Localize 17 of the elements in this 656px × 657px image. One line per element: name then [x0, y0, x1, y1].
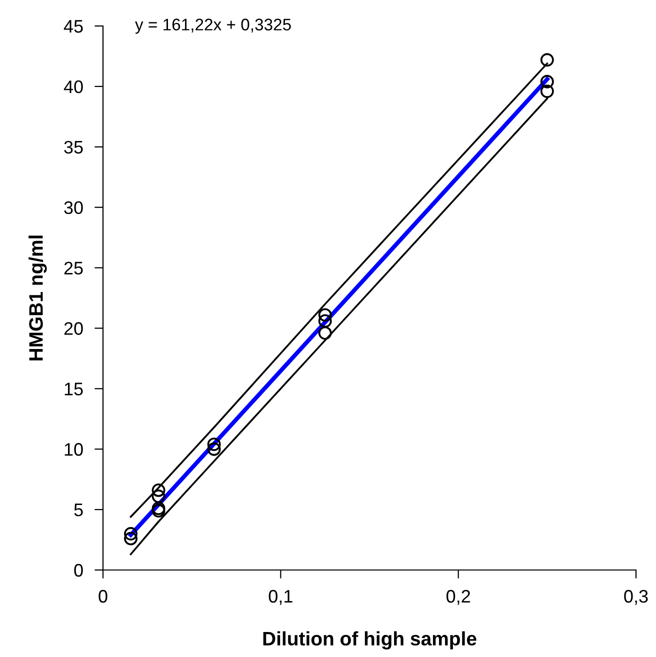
y-tick-label: 30 [64, 201, 83, 214]
x-tick-label: 0,1 [268, 590, 292, 605]
x-tick-label: 0 [98, 590, 108, 603]
y-tick-label: 20 [64, 322, 83, 335]
y-tick-label: 10 [64, 443, 83, 456]
y-tick-label: 0 [74, 564, 83, 577]
y-tick-label: 45 [64, 20, 83, 33]
y-tick-label: 15 [64, 382, 83, 396]
x-tick-label: 0,3 [624, 590, 648, 605]
y-axis-title: HMGB1 ng/ml [28, 236, 47, 360]
y-tick-label: 25 [64, 262, 83, 274]
y-tick-label: 35 [64, 140, 83, 154]
x-axis-title: Dilution of high sample [263, 631, 476, 650]
y-tick-label: 5 [74, 504, 83, 516]
x-tick-label: 0,2 [446, 590, 470, 605]
annotation: y = 161,22x + 0,3325 [135, 18, 291, 34]
y-tick-label: 40 [64, 80, 83, 94]
